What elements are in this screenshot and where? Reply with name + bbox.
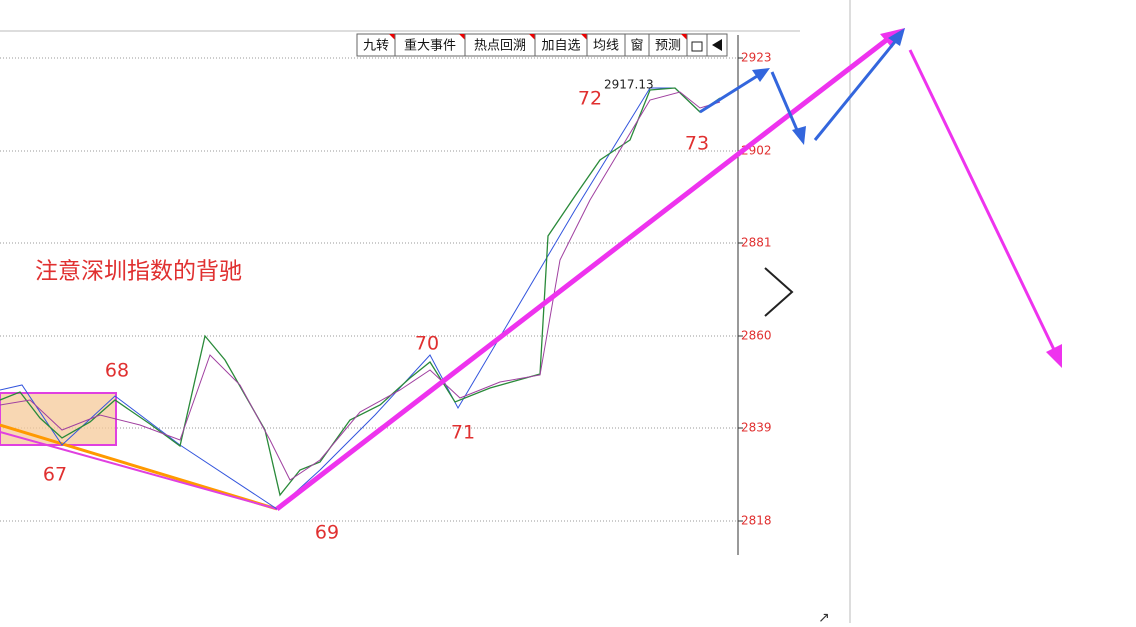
wave-label: 73 (685, 133, 709, 155)
arrow-head (1046, 344, 1062, 368)
badge (529, 34, 535, 40)
last-price: 2917.13 (604, 78, 654, 92)
moving-average (0, 91, 721, 481)
trend-line (0, 431, 278, 510)
wave-line (0, 87, 701, 510)
wave-label: 68 (105, 360, 129, 382)
arrow (770, 71, 802, 138)
badge (389, 34, 395, 40)
price-label: 2860 (741, 329, 772, 343)
toolbar-label[interactable]: 热点回溯 (474, 38, 526, 54)
arrow (908, 49, 1060, 359)
next-button[interactable] (764, 267, 794, 317)
badge (681, 34, 687, 40)
price-label: 2881 (741, 236, 772, 250)
arrow (699, 71, 763, 114)
toolbar: 九转 重大事件 热点回溯 加自选 均线窗预测 (356, 33, 728, 57)
expand-icon[interactable]: ↗ (818, 610, 830, 626)
toolbar-label[interactable]: 均线 (593, 39, 619, 54)
badge (459, 34, 465, 40)
wave-label: 72 (578, 88, 602, 110)
arrow-head (792, 126, 806, 145)
wave-label: 69 (315, 522, 339, 544)
arrow (813, 37, 900, 141)
wave-label: 71 (451, 422, 475, 444)
toolbar-label[interactable]: 预测 (655, 39, 681, 54)
back-icon (712, 39, 722, 51)
lock-icon (691, 41, 703, 52)
wave-label: 70 (415, 333, 439, 355)
price-label: 2818 (741, 514, 772, 528)
arrow-head (888, 28, 905, 46)
trend-line (0, 423, 278, 511)
toolbar-label[interactable]: 窗 (630, 38, 643, 54)
price-label: 2839 (741, 421, 772, 435)
lock-button[interactable] (686, 33, 708, 57)
toolbar-label[interactable]: 加自选 (541, 39, 580, 54)
toolbar-label[interactable]: 九转 (363, 39, 389, 54)
annotation: 注意深圳指数的背驰 (35, 259, 242, 285)
price-label: 2923 (741, 51, 772, 65)
wave-label: 67 (43, 464, 67, 486)
price-line (0, 87, 721, 497)
arrow-head (752, 68, 770, 82)
toolbar-label[interactable]: 重大事件 (404, 38, 456, 54)
badge (581, 34, 587, 40)
